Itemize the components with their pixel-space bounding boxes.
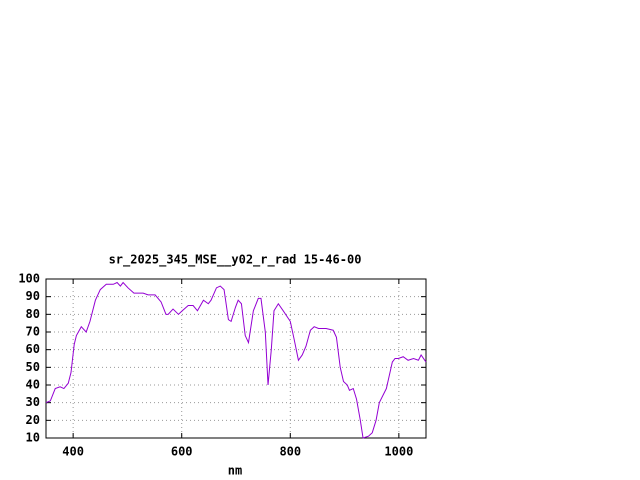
y-tick-label: 30	[26, 395, 40, 409]
y-tick-label: 90	[26, 289, 40, 303]
x-axis-label: nm	[228, 464, 242, 478]
plot-border	[45, 278, 427, 439]
y-tick-label: 10	[26, 431, 40, 445]
y-tick-label: 70	[26, 325, 40, 339]
y-tick-label: 20	[26, 413, 40, 427]
x-tick-label: 600	[171, 445, 193, 459]
y-tick-label: 100	[18, 272, 40, 286]
y-tick-label: 40	[26, 378, 40, 392]
data-line	[45, 281, 427, 439]
y-tick-label: 80	[26, 307, 40, 321]
x-tick-label: 1000	[384, 445, 413, 459]
y-tick-label: 50	[26, 360, 40, 374]
x-tick-label: 800	[279, 445, 301, 459]
y-tick-label: 60	[26, 342, 40, 356]
x-tick-label: 400	[62, 445, 84, 459]
chart-title: sr_2025_345_MSE__y02_r_rad 15-46-00	[109, 253, 362, 268]
